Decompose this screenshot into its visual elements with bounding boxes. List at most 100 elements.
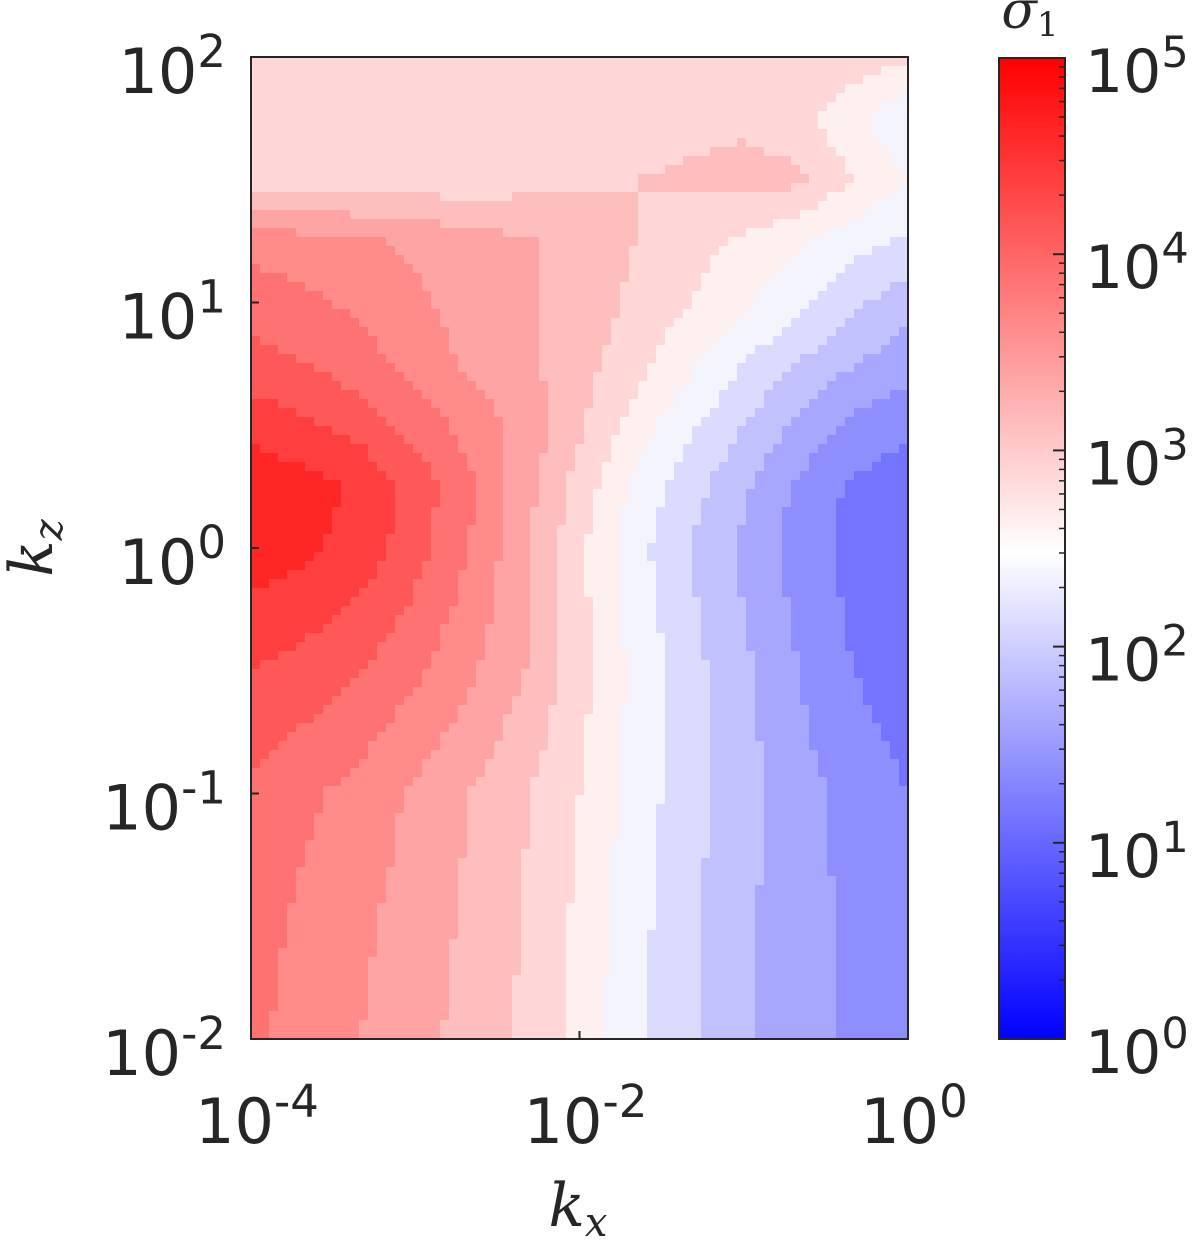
contour-cell xyxy=(791,156,801,166)
contour-cell xyxy=(791,606,801,616)
contour-cell xyxy=(638,246,648,256)
contour-cell xyxy=(881,228,891,238)
contour-cell xyxy=(440,462,450,472)
contour-cell xyxy=(377,660,387,670)
contour-cell xyxy=(656,498,666,508)
contour-cell xyxy=(557,219,567,229)
contour-cell xyxy=(278,219,288,229)
contour-cell xyxy=(458,174,468,184)
contour-cell xyxy=(719,633,729,643)
contour-cell xyxy=(395,309,405,319)
contour-cell xyxy=(755,363,765,373)
contour-cell xyxy=(791,543,801,553)
contour-cell xyxy=(629,363,639,373)
contour-cell xyxy=(575,354,585,364)
contour-cell xyxy=(377,534,387,544)
contour-cell xyxy=(413,453,423,463)
contour-cell xyxy=(323,633,333,643)
contour-cell xyxy=(413,138,423,148)
contour-cell xyxy=(791,399,801,409)
contour-cell xyxy=(755,471,765,481)
contour-cell xyxy=(503,408,513,418)
contour-cell xyxy=(836,435,846,445)
contour-cell xyxy=(530,147,540,157)
contour-cell xyxy=(611,183,621,193)
contour-cell xyxy=(269,417,279,427)
contour-cell xyxy=(854,399,864,409)
contour-cell xyxy=(593,156,603,166)
contour-cell xyxy=(503,651,513,661)
contour-cell xyxy=(899,597,908,607)
contour-cell xyxy=(566,525,576,535)
contour-cell xyxy=(647,552,657,562)
contour-cell xyxy=(746,300,756,310)
contour-cell xyxy=(656,462,666,472)
contour-cell xyxy=(881,156,891,166)
contour-cell xyxy=(296,381,306,391)
contour-cell xyxy=(449,426,459,436)
contour-cell xyxy=(476,606,486,616)
contour-cell xyxy=(845,246,855,256)
contour-cell xyxy=(593,102,603,112)
contour-cell xyxy=(449,543,459,553)
contour-cell xyxy=(260,552,270,562)
contour-cell xyxy=(755,579,765,589)
contour-cell xyxy=(413,597,423,607)
contour-cell xyxy=(449,534,459,544)
contour-cell xyxy=(260,624,270,634)
contour-cell xyxy=(323,426,333,436)
contour-cell xyxy=(674,228,684,238)
contour-cell xyxy=(440,318,450,328)
contour-cell xyxy=(638,435,648,445)
contour-cell xyxy=(593,480,603,490)
contour-cell xyxy=(872,237,882,247)
contour-cell xyxy=(512,75,522,85)
contour-cell xyxy=(593,165,603,175)
contour-cell xyxy=(773,597,783,607)
contour-cell xyxy=(377,336,387,346)
contour-cell xyxy=(899,417,908,427)
contour-cell xyxy=(305,129,315,139)
contour-cell xyxy=(467,561,477,571)
contour-cell xyxy=(449,570,459,580)
contour-cell xyxy=(764,579,774,589)
contour-cell xyxy=(728,111,738,121)
contour-cell xyxy=(746,84,756,94)
contour-cell xyxy=(647,291,657,301)
contour-cell xyxy=(584,471,594,481)
contour-cell xyxy=(431,543,441,553)
contour-cell xyxy=(899,561,908,571)
contour-cell xyxy=(728,354,738,364)
contour-cell xyxy=(548,201,558,211)
contour-cell xyxy=(368,57,378,67)
contour-cell xyxy=(539,309,549,319)
contour-cell xyxy=(638,138,648,148)
contour-cell xyxy=(782,192,792,202)
contour-cell xyxy=(431,453,441,463)
contour-cell xyxy=(656,660,666,670)
contour-cell xyxy=(521,381,531,391)
contour-cell xyxy=(710,570,720,580)
contour-cell xyxy=(809,642,819,652)
contour-cell xyxy=(818,327,828,337)
contour-cell xyxy=(449,660,459,670)
contour-cell xyxy=(314,255,324,265)
contour-cell xyxy=(278,579,288,589)
contour-cell xyxy=(368,669,378,679)
contour-cell xyxy=(386,480,396,490)
contour-cell xyxy=(764,129,774,139)
contour-cell xyxy=(710,417,720,427)
contour-cell xyxy=(305,102,315,112)
contour-cell xyxy=(269,300,279,310)
contour-cell xyxy=(701,210,711,220)
contour-cell xyxy=(350,75,360,85)
contour-cell xyxy=(764,75,774,85)
contour-cell xyxy=(422,156,432,166)
contour-cell xyxy=(818,525,828,535)
contour-cell xyxy=(332,570,342,580)
contour-cell xyxy=(872,498,882,508)
contour-cell xyxy=(863,66,873,76)
contour-cell xyxy=(764,426,774,436)
contour-cell xyxy=(656,561,666,571)
contour-cell xyxy=(872,336,882,346)
